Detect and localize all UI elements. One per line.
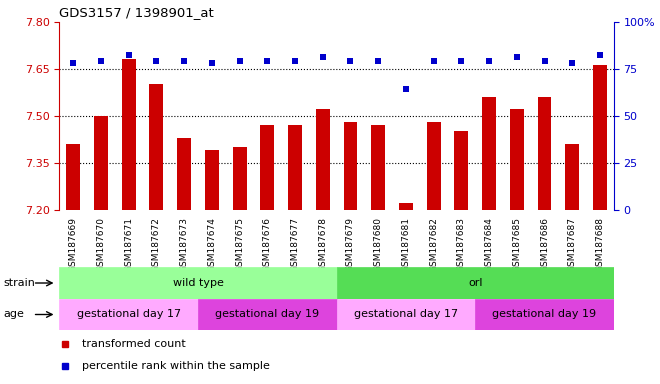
Point <box>456 58 467 64</box>
Bar <box>198 299 337 330</box>
Point <box>290 58 300 64</box>
Bar <box>427 122 441 210</box>
Text: gestational day 17: gestational day 17 <box>354 310 458 319</box>
Point <box>567 60 578 66</box>
Bar <box>261 125 275 210</box>
Text: transformed count: transformed count <box>82 339 185 349</box>
Bar <box>205 150 219 210</box>
Bar <box>94 116 108 210</box>
Point <box>68 60 79 66</box>
Bar <box>337 299 475 330</box>
Point <box>401 86 411 92</box>
Text: gestational day 19: gestational day 19 <box>215 310 319 319</box>
Point <box>345 58 356 64</box>
Bar <box>482 97 496 210</box>
Point <box>123 52 134 58</box>
Bar <box>455 131 469 210</box>
Text: gestational day 19: gestational day 19 <box>492 310 597 319</box>
Text: wild type: wild type <box>172 278 224 288</box>
Point <box>262 58 273 64</box>
Bar <box>178 137 191 210</box>
Text: gestational day 17: gestational day 17 <box>77 310 181 319</box>
Point <box>207 60 217 66</box>
Point <box>317 54 328 60</box>
Text: age: age <box>3 310 24 319</box>
Point <box>484 58 494 64</box>
Point <box>512 54 522 60</box>
Bar <box>59 299 198 330</box>
Bar <box>538 97 552 210</box>
Point <box>595 52 605 58</box>
Text: orl: orl <box>468 278 482 288</box>
Point <box>428 58 439 64</box>
Bar <box>344 122 358 210</box>
Bar <box>288 125 302 210</box>
Bar <box>566 144 579 210</box>
Point <box>151 58 162 64</box>
Point <box>179 58 189 64</box>
Text: strain: strain <box>3 278 35 288</box>
Bar <box>593 65 607 210</box>
Point <box>234 58 245 64</box>
Point <box>373 58 383 64</box>
Bar <box>372 125 385 210</box>
Bar <box>475 299 614 330</box>
Bar <box>122 59 136 210</box>
Bar <box>337 267 614 299</box>
Bar <box>59 267 337 299</box>
Bar <box>233 147 247 210</box>
Bar <box>149 84 164 210</box>
Text: percentile rank within the sample: percentile rank within the sample <box>82 361 269 371</box>
Bar <box>66 144 81 210</box>
Bar <box>316 109 330 210</box>
Point <box>96 58 106 64</box>
Bar <box>399 204 413 210</box>
Bar <box>510 109 524 210</box>
Text: GDS3157 / 1398901_at: GDS3157 / 1398901_at <box>59 6 214 19</box>
Point <box>539 58 550 64</box>
